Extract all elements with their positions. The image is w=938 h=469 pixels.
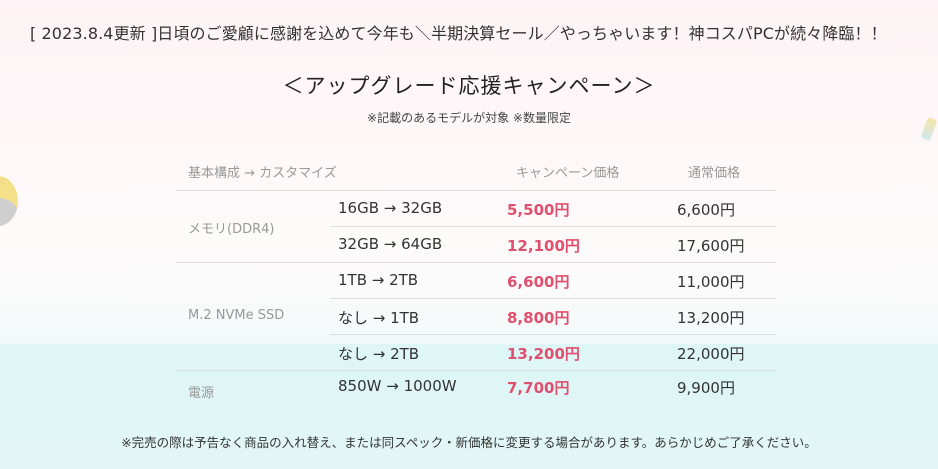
background-band <box>0 344 938 469</box>
table-divider <box>176 190 776 191</box>
category-psu: 電源 <box>188 386 215 401</box>
campaign-subtitle: ※記載のあるモデルが対象 ※数量限定 <box>367 111 571 125</box>
row-spec: 32GB → 64GB <box>338 235 443 253</box>
disclaimer-note: ※完売の際は予告なく商品の入れ替え、または同スペック・新価格に変更する場合があり… <box>121 435 817 450</box>
table-divider <box>176 262 776 263</box>
row-campaign-price: 8,800円 <box>507 309 570 327</box>
table-divider <box>330 298 776 299</box>
category-ssd: M.2 NVMe SSD <box>188 308 285 323</box>
row-campaign-price: 7,700円 <box>507 379 570 397</box>
row-regular-price: 17,600円 <box>677 237 745 255</box>
row-regular-price: 11,000円 <box>677 273 745 291</box>
row-spec: 1TB → 2TB <box>338 271 419 289</box>
row-campaign-price: 6,600円 <box>507 273 570 291</box>
row-spec: 850W → 1000W <box>338 377 457 395</box>
table-divider <box>176 370 776 371</box>
update-headline: [ 2023.8.4更新 ]日頃のご愛顧に感謝を込めて今年も＼半期決算セール／や… <box>30 24 887 43</box>
category-memory: メモリ(DDR4) <box>188 222 275 237</box>
row-campaign-price: 13,200円 <box>507 345 580 363</box>
row-spec: 16GB → 32GB <box>338 199 443 217</box>
row-regular-price: 6,600円 <box>677 201 735 219</box>
row-regular-price: 13,200円 <box>677 309 745 327</box>
table-divider <box>330 226 776 227</box>
row-spec: なし → 1TB <box>338 309 420 327</box>
table-divider <box>330 334 776 335</box>
row-campaign-price: 12,100円 <box>507 237 580 255</box>
row-regular-price: 9,900円 <box>677 379 735 397</box>
column-header-config: 基本構成 → カスタマイズ <box>188 166 337 181</box>
row-spec: なし → 2TB <box>338 345 420 363</box>
column-header-campaign-price: キャンペーン価格 <box>516 166 620 181</box>
row-regular-price: 22,000円 <box>677 345 745 363</box>
decoration-shape <box>0 176 18 226</box>
row-campaign-price: 5,500円 <box>507 201 570 219</box>
campaign-title: ＜アップグレード応援キャンペーン＞ <box>282 74 656 98</box>
column-header-regular-price: 通常価格 <box>688 166 741 181</box>
